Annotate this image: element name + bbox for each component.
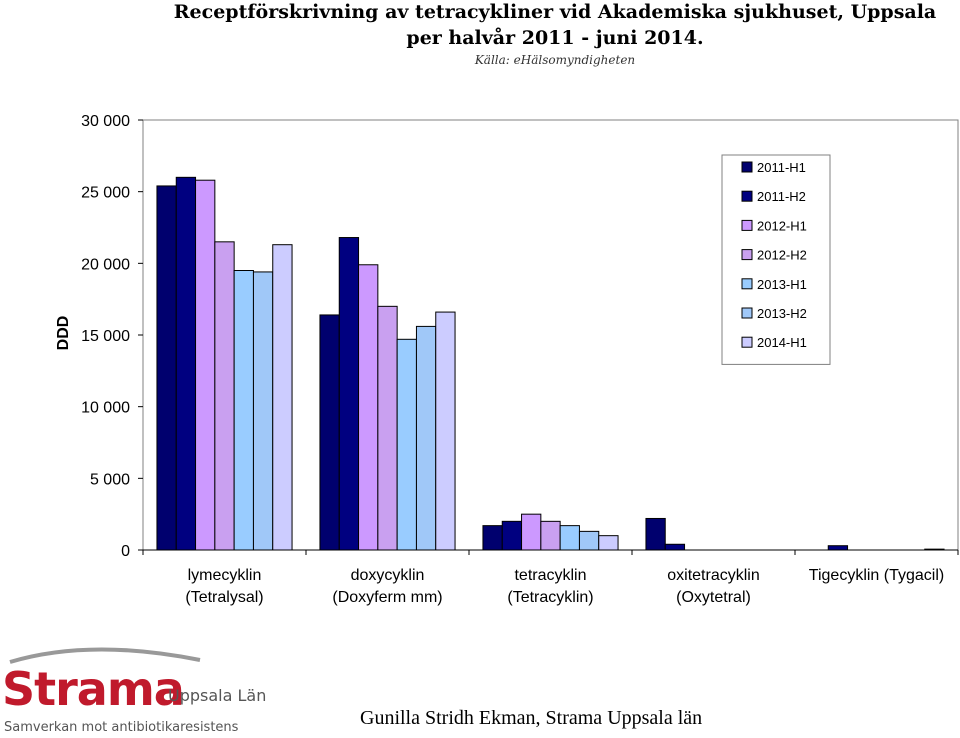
legend-label: 2013-H2 bbox=[757, 306, 807, 321]
legend-swatch bbox=[741, 307, 753, 319]
bar bbox=[175, 176, 197, 551]
chart-title-line-1: Receptförskrivning av tetracykliner vid … bbox=[173, 1, 937, 23]
bar-chart: 0 5 000 10 000 15 000 20 000 25 000 30 000 DDD l… bbox=[55, 113, 959, 606]
legend-swatch bbox=[741, 249, 753, 261]
y-axis-label: DDD bbox=[55, 316, 72, 351]
y-tick-label: 15 000 bbox=[81, 328, 130, 345]
x-category-label: Tigecyklin (Tygacil) bbox=[809, 567, 944, 584]
bar bbox=[578, 530, 600, 551]
x-category-label: (Tetralysal) bbox=[185, 589, 263, 606]
legend-label: 2014-H1 bbox=[757, 335, 807, 350]
legend-swatch bbox=[741, 278, 753, 290]
x-category-label: (Doxyferm mm) bbox=[332, 589, 442, 606]
bar bbox=[482, 525, 503, 551]
legend-swatch bbox=[741, 161, 753, 173]
legend-label: 2011-H1 bbox=[757, 160, 806, 175]
bar bbox=[598, 535, 619, 551]
x-category-label: doxycyklin bbox=[351, 567, 425, 584]
x-category-label: (Tetracyklin) bbox=[507, 589, 593, 606]
bar bbox=[195, 179, 216, 551]
y-tick-label: 10 000 bbox=[81, 400, 130, 417]
bar bbox=[338, 237, 360, 551]
y-tick-label: 25 000 bbox=[81, 185, 130, 202]
bar bbox=[924, 548, 945, 551]
legend-swatch bbox=[741, 336, 753, 348]
legend-label: 2012-H1 bbox=[757, 218, 807, 233]
y-tick-label: 30 000 bbox=[81, 113, 130, 130]
bar bbox=[156, 185, 177, 551]
bar bbox=[827, 545, 849, 551]
y-tick-label: 0 bbox=[121, 543, 130, 560]
x-category-label: tetracyklin bbox=[514, 567, 586, 584]
bar bbox=[358, 264, 379, 551]
author-credit: Gunilla Stridh Ekman, Strama Uppsala län bbox=[360, 707, 703, 729]
bar bbox=[319, 314, 340, 551]
logo-wordmark: Strama bbox=[2, 662, 185, 716]
bar bbox=[415, 325, 437, 551]
legend-swatch bbox=[741, 219, 753, 231]
bar bbox=[272, 244, 293, 551]
x-category-label: (Oxytetral) bbox=[676, 589, 751, 606]
legend-label: 2013-H1 bbox=[757, 277, 807, 292]
legend-label: 2011-H2 bbox=[757, 189, 806, 204]
logo-arc bbox=[9, 647, 201, 664]
chart-title-line-2: per halvår 2011 - juni 2014. bbox=[406, 27, 704, 49]
logo-region: Uppsala Län bbox=[168, 686, 267, 705]
legend-swatch bbox=[741, 190, 753, 202]
bar bbox=[521, 513, 542, 551]
bar bbox=[540, 520, 561, 551]
legend-label: 2012-H2 bbox=[757, 248, 807, 263]
legend-box bbox=[721, 154, 831, 365]
bar bbox=[396, 338, 417, 551]
logo-tagline: Samverkan mot antibiotikaresistens bbox=[4, 720, 239, 735]
bar bbox=[214, 241, 235, 551]
bar bbox=[435, 311, 456, 551]
bar bbox=[252, 271, 274, 551]
bar bbox=[664, 543, 686, 551]
y-tick-label: 20 000 bbox=[81, 256, 130, 273]
y-tick-label: 5 000 bbox=[90, 471, 130, 488]
chart-source: Källa: eHälsomyndigheten bbox=[474, 53, 636, 67]
x-category-label: lymecyklin bbox=[188, 567, 262, 584]
bar bbox=[233, 270, 254, 551]
bar bbox=[559, 525, 580, 551]
x-category-label: oxitetracyklin bbox=[667, 567, 759, 584]
bar bbox=[377, 305, 398, 551]
strama-logo bbox=[9, 647, 201, 664]
bar bbox=[645, 517, 666, 551]
bar bbox=[501, 520, 523, 551]
